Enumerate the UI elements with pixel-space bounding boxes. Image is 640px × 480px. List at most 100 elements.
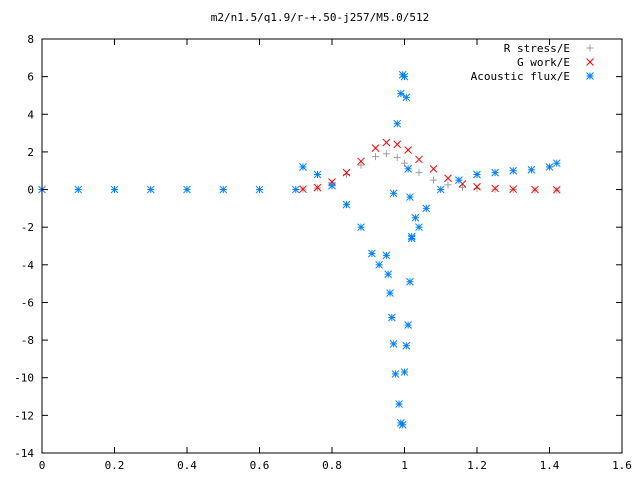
data-point	[183, 185, 191, 194]
data-point	[407, 234, 416, 243]
data-point	[473, 182, 481, 191]
data-point	[291, 185, 300, 194]
legend-label: Acoustic flux/E	[471, 70, 570, 83]
data-point	[397, 89, 405, 98]
data-point	[459, 183, 466, 191]
data-point	[382, 138, 391, 147]
y-tick-label: -14	[14, 447, 34, 460]
y-tick-label: -2	[21, 221, 34, 234]
x-tick-label: 0.2	[105, 459, 125, 472]
data-point	[531, 185, 539, 194]
data-point	[415, 169, 423, 177]
data-point	[491, 184, 499, 193]
data-point	[342, 168, 351, 177]
data-point	[368, 249, 376, 258]
data-point	[299, 163, 307, 171]
y-tick-label: 2	[27, 146, 34, 159]
plot-marks	[38, 70, 561, 429]
data-point	[404, 321, 412, 329]
data-point	[74, 185, 83, 194]
data-point	[393, 140, 402, 149]
data-point	[389, 340, 398, 348]
data-point	[313, 170, 322, 179]
data-point	[382, 150, 390, 158]
data-point	[371, 144, 380, 152]
data-point	[384, 270, 393, 279]
data-point	[404, 146, 412, 154]
data-point	[436, 185, 445, 194]
data-point	[146, 185, 155, 194]
data-point	[402, 341, 411, 350]
data-point	[444, 181, 452, 189]
data-point	[422, 204, 431, 213]
data-point	[313, 183, 322, 192]
data-point	[398, 420, 407, 429]
data-point	[219, 185, 228, 194]
legend-marker	[586, 58, 594, 66]
data-point	[393, 154, 401, 162]
data-point	[391, 370, 400, 378]
plot-frame	[41, 38, 623, 454]
data-point	[110, 185, 119, 194]
x-tick-label: 1.2	[467, 459, 487, 472]
data-point	[357, 161, 365, 169]
data-point	[342, 200, 351, 209]
y-tick-label: 4	[27, 108, 34, 121]
y-tick-label: -12	[14, 409, 34, 422]
y-tick-label: -8	[21, 334, 34, 347]
series-2	[38, 70, 561, 429]
x-tick-label: 0	[39, 459, 46, 472]
legend-label: G work/E	[517, 56, 570, 69]
data-point	[393, 119, 402, 128]
data-point	[395, 400, 403, 408]
data-point	[402, 93, 411, 102]
data-point	[415, 223, 423, 232]
x-tick-label: 1	[401, 459, 408, 472]
series-1	[299, 138, 561, 194]
data-point	[429, 164, 438, 173]
data-point	[400, 368, 409, 376]
x-tick-label: 0.4	[177, 459, 197, 472]
y-tick-label: -6	[21, 296, 34, 309]
legend-label: R stress/E	[504, 42, 570, 55]
data-point	[389, 189, 398, 198]
axes: 0 0.2 0.4 0.6 0.8 1 1.2 1.4 1.6 8 6 4 2 0 -2 -4 -6 -8 -10 -…	[14, 33, 632, 472]
y-tick-label: 8	[27, 33, 34, 46]
data-point	[357, 223, 365, 232]
data-point	[491, 185, 499, 193]
x-tick-label: 1.4	[540, 459, 560, 472]
data-point	[387, 313, 396, 322]
data-point	[400, 72, 409, 81]
data-point	[357, 157, 365, 166]
data-point	[382, 251, 391, 260]
data-point	[406, 277, 414, 286]
data-point	[430, 176, 437, 184]
data-point	[328, 181, 336, 190]
data-point	[372, 153, 379, 161]
series-0	[299, 150, 561, 194]
data-point	[491, 168, 499, 177]
data-point	[328, 178, 336, 186]
data-point	[552, 185, 561, 194]
legend-marker	[586, 72, 594, 80]
data-point	[473, 170, 481, 179]
data-point	[444, 174, 452, 183]
data-point	[509, 166, 518, 175]
y-tick-label: 0	[27, 184, 34, 197]
data-point	[455, 176, 463, 184]
data-point	[509, 185, 518, 194]
y-tick-label: -10	[14, 372, 34, 385]
x-tick-label: 1.6	[612, 459, 632, 472]
data-point	[415, 155, 423, 164]
chart-title: m2/n1.5/q1.9/r-+.50-j257/M5.0/512	[211, 11, 430, 24]
data-point	[406, 193, 414, 201]
x-tick-label: 0.8	[322, 459, 342, 472]
data-point	[411, 213, 420, 222]
y-tick-label: -4	[21, 259, 35, 272]
data-point	[404, 164, 412, 173]
data-point	[545, 163, 554, 171]
data-point	[552, 159, 561, 168]
data-point	[299, 185, 307, 194]
